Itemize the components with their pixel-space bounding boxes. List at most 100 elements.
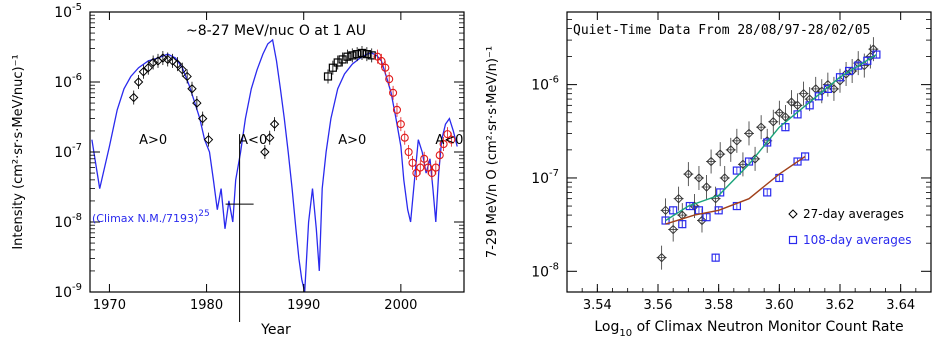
left-annotations: A>0 A<0 A>0 A<0: [139, 133, 463, 148]
left-point-oxygen_late: [400, 133, 409, 142]
right-point-averages_27: [668, 224, 678, 235]
left-annotation: A>0: [338, 133, 366, 148]
left-y-tick-exponent: -9: [72, 282, 82, 293]
right-point-averages_108: [716, 188, 725, 197]
left-point-oxygen_early: [138, 67, 149, 77]
left-point-oxygen_early: [129, 92, 139, 103]
left-point-oxygen_late: [439, 139, 448, 149]
right-point-averages_27: [726, 145, 736, 155]
left-point-oxygen_mid: [367, 51, 376, 60]
left-y-tick-label: 10-5: [54, 2, 82, 21]
left-y-tick-label: 10-9: [54, 282, 82, 301]
right-y-tick-exponent: -6: [549, 75, 559, 86]
left-point-oxygen_mid: [357, 48, 367, 58]
left-point-oxygen_early: [187, 84, 197, 94]
left-point-oxygen_mid: [348, 51, 357, 60]
left-point-oxygen_early: [148, 57, 158, 68]
left-point-oxygen_mid: [343, 52, 352, 61]
left-annotation: A<0: [239, 133, 267, 148]
left-point-oxygen_early: [133, 77, 144, 87]
left-point-oxygen_early: [172, 59, 183, 69]
left-y-tick-mantissa: 10: [54, 145, 72, 161]
left-y-tick-mantissa: 10: [54, 75, 72, 91]
left-x-tick-label: 1980: [190, 298, 223, 313]
left-y-tick-exponent: -6: [72, 72, 82, 83]
left-series-label: (Climax N.M./7193)25: [92, 209, 210, 225]
right-y-tick-mantissa: 10: [531, 78, 549, 94]
right-point-averages_27: [774, 108, 785, 118]
right-x-axis-label-main: Log: [594, 319, 619, 335]
right-y-tick-label: 10-7: [531, 168, 559, 187]
right-point-averages_108: [763, 138, 772, 147]
left-y-tick-label: 10-7: [54, 142, 82, 161]
left-point-oxygen_early: [143, 63, 153, 73]
right-point-averages_27: [706, 156, 716, 167]
left-point-oxygen_late: [416, 163, 425, 172]
right-legend-label: 27-day averages: [803, 207, 904, 221]
right-point-averages_108: [678, 220, 687, 229]
right-point-averages_27: [732, 136, 742, 146]
right-point-averages_108: [763, 188, 772, 197]
right-x-axis-label: Log10 of Climax Neutron Monitor Count Ra…: [594, 319, 903, 339]
left-plot-data: [91, 38, 458, 292]
left-y-tick-label: 10-6: [54, 72, 82, 91]
right-x-tick-label: 3.64: [886, 298, 915, 313]
right-series-line-fit_upper: [665, 54, 877, 222]
right-x-tick-label: 3.56: [644, 298, 673, 313]
right-point-averages_108: [702, 213, 711, 222]
left-point-oxygen_late: [381, 63, 390, 72]
left-x-tick-label: 1990: [287, 298, 320, 313]
left-annotation: A>0: [139, 133, 167, 148]
right-y-tick-mantissa: 10: [531, 264, 549, 280]
left-point-oxygen_early: [197, 113, 208, 124]
right-point-averages_108: [711, 253, 720, 262]
right-x-tick-label: 3.62: [826, 298, 855, 313]
right-point-averages_27: [660, 205, 671, 216]
left-y-axis-label: Intensity (cm²·sr·s·MeV/nuc)⁻¹: [11, 54, 26, 249]
left-point-oxygen_early: [177, 64, 187, 75]
right-legend-marker: [788, 235, 798, 245]
left-y-tick-mantissa: 10: [54, 5, 72, 21]
right-legend-marker: [788, 209, 798, 219]
right-point-averages_108: [801, 152, 810, 161]
left-y-tick-exponent: -5: [72, 2, 82, 13]
left-point-oxygen_early: [158, 53, 168, 63]
right-plot-data: [656, 37, 881, 270]
left-point-oxygen_mid: [323, 72, 333, 81]
left-x-tick-label: 2000: [384, 298, 417, 313]
right-point-averages_27: [786, 97, 797, 107]
left-point-oxygen_early: [269, 119, 280, 129]
right-series-line-fit_lower: [665, 155, 806, 225]
right-point-averages_108: [685, 201, 694, 211]
right-point-averages_27: [780, 112, 791, 122]
left-y-tick-exponent: -8: [72, 212, 82, 223]
left-point-oxygen_early: [260, 147, 270, 157]
left-point-oxygen_late: [408, 158, 417, 167]
left-y-tick-label: 10-8: [54, 212, 82, 231]
left-y-tick-mantissa: 10: [54, 285, 72, 301]
right-y-tick-label: 10-8: [531, 261, 559, 280]
left-x-axis-label: Year: [260, 322, 291, 338]
right-chart-title: Quiet-Time Data From 28/08/97-28/02/05: [573, 23, 870, 38]
right-y-tick-exponent: -8: [549, 261, 559, 272]
right-point-averages_108: [872, 50, 881, 59]
left-point-oxygen_mid: [338, 55, 347, 64]
left-point-oxygen_late: [404, 147, 413, 157]
right-legend: 27-day averages 108-day averages: [788, 207, 912, 247]
right-point-averages_27: [792, 100, 803, 111]
left-point-oxygen_late: [389, 88, 398, 97]
right-point-averages_108: [854, 61, 863, 70]
right-x-axis-label-sub: 10: [619, 328, 632, 339]
left-point-oxygen_early: [192, 98, 202, 108]
right-point-averages_108: [844, 66, 854, 76]
right-y-axis-label: 7-29 MeV/n O (cm²·sr·s·MeV/n)⁻¹: [485, 46, 500, 258]
right-point-averages_27: [697, 215, 707, 226]
left-point-oxygen_mid: [362, 50, 371, 59]
left-point-oxygen_early: [167, 56, 178, 66]
left-point-oxygen_late: [396, 120, 405, 129]
right-point-averages_108: [732, 166, 741, 175]
left-series-line-neutron_monitor: [91, 38, 458, 292]
